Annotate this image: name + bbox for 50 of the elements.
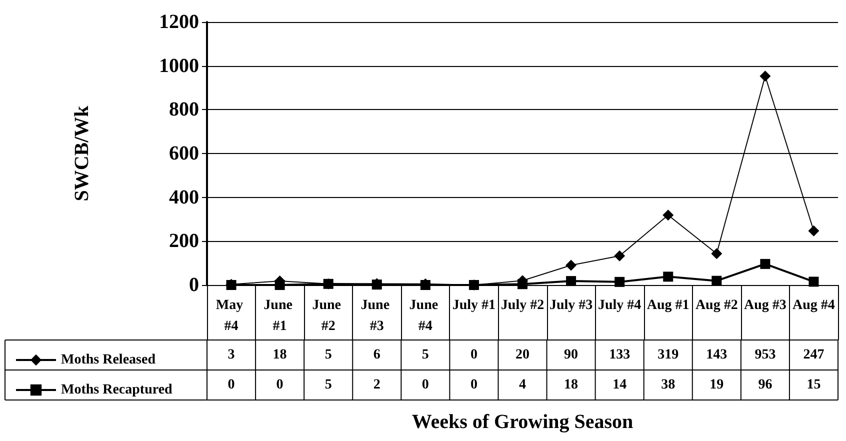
x-tick-label: June #1 [264,298,296,334]
data-label: 953 [754,348,776,362]
data-label: 2 [373,378,380,392]
legend-label: Moths Recaptured [61,382,173,398]
y-tick-label: 1000 [159,54,199,77]
data-label: 5 [422,348,429,362]
data-label: 38 [661,378,676,392]
data-label: 0 [470,378,478,392]
data-label: 133 [609,348,630,362]
y-tick-label: 800 [169,98,199,121]
x-tick-label: July #3 [549,298,593,313]
data-label: 14 [612,378,627,392]
data-label: 19 [710,378,724,392]
x-tick-label: June #2 [312,298,344,334]
data-label: 4 [519,378,526,392]
data-label: 6 [373,348,380,362]
data-label: 143 [706,348,728,362]
x-tick-label: July #2 [500,298,544,313]
data-label: 0 [276,378,284,392]
x-axis-title: Weeks of Growing Season [412,411,634,433]
data-label: 18 [564,378,578,392]
data-label: 5 [324,348,332,362]
x-tick-label: May #4 [216,298,247,334]
x-tick-label: Aug #4 [792,298,835,313]
x-tick-label: July #4 [598,298,642,313]
data-label: 5 [324,378,332,392]
data-label: 90 [564,348,578,362]
x-tick-label: Aug #2 [695,298,738,313]
x-tick-label: Aug #3 [744,298,786,313]
y-axis-title: SWCB/Wk [71,104,93,202]
y-tick-label: 200 [169,230,199,252]
data-label: 20 [516,348,530,362]
data-label: 247 [803,348,824,362]
data-label: 0 [470,348,478,362]
y-tick-label: 1200 [159,11,199,33]
data-label: 3 [228,348,235,362]
y-tick-label: 400 [169,186,199,208]
x-tick-label: June #4 [409,298,442,334]
data-label: 0 [422,378,429,392]
legend-label: Moths Released [61,352,156,368]
y-tick-label: 0 [189,274,199,296]
data-label: 96 [758,378,772,392]
x-tick-label: July #1 [452,298,496,313]
x-tick-label: Aug #1 [646,298,690,313]
y-tick-label: 600 [169,142,199,164]
data-label: 15 [806,378,821,392]
x-tick-label: June #3 [360,298,394,334]
data-label: 0 [228,378,235,392]
data-label: 18 [272,348,287,362]
data-label: 319 [658,348,679,362]
